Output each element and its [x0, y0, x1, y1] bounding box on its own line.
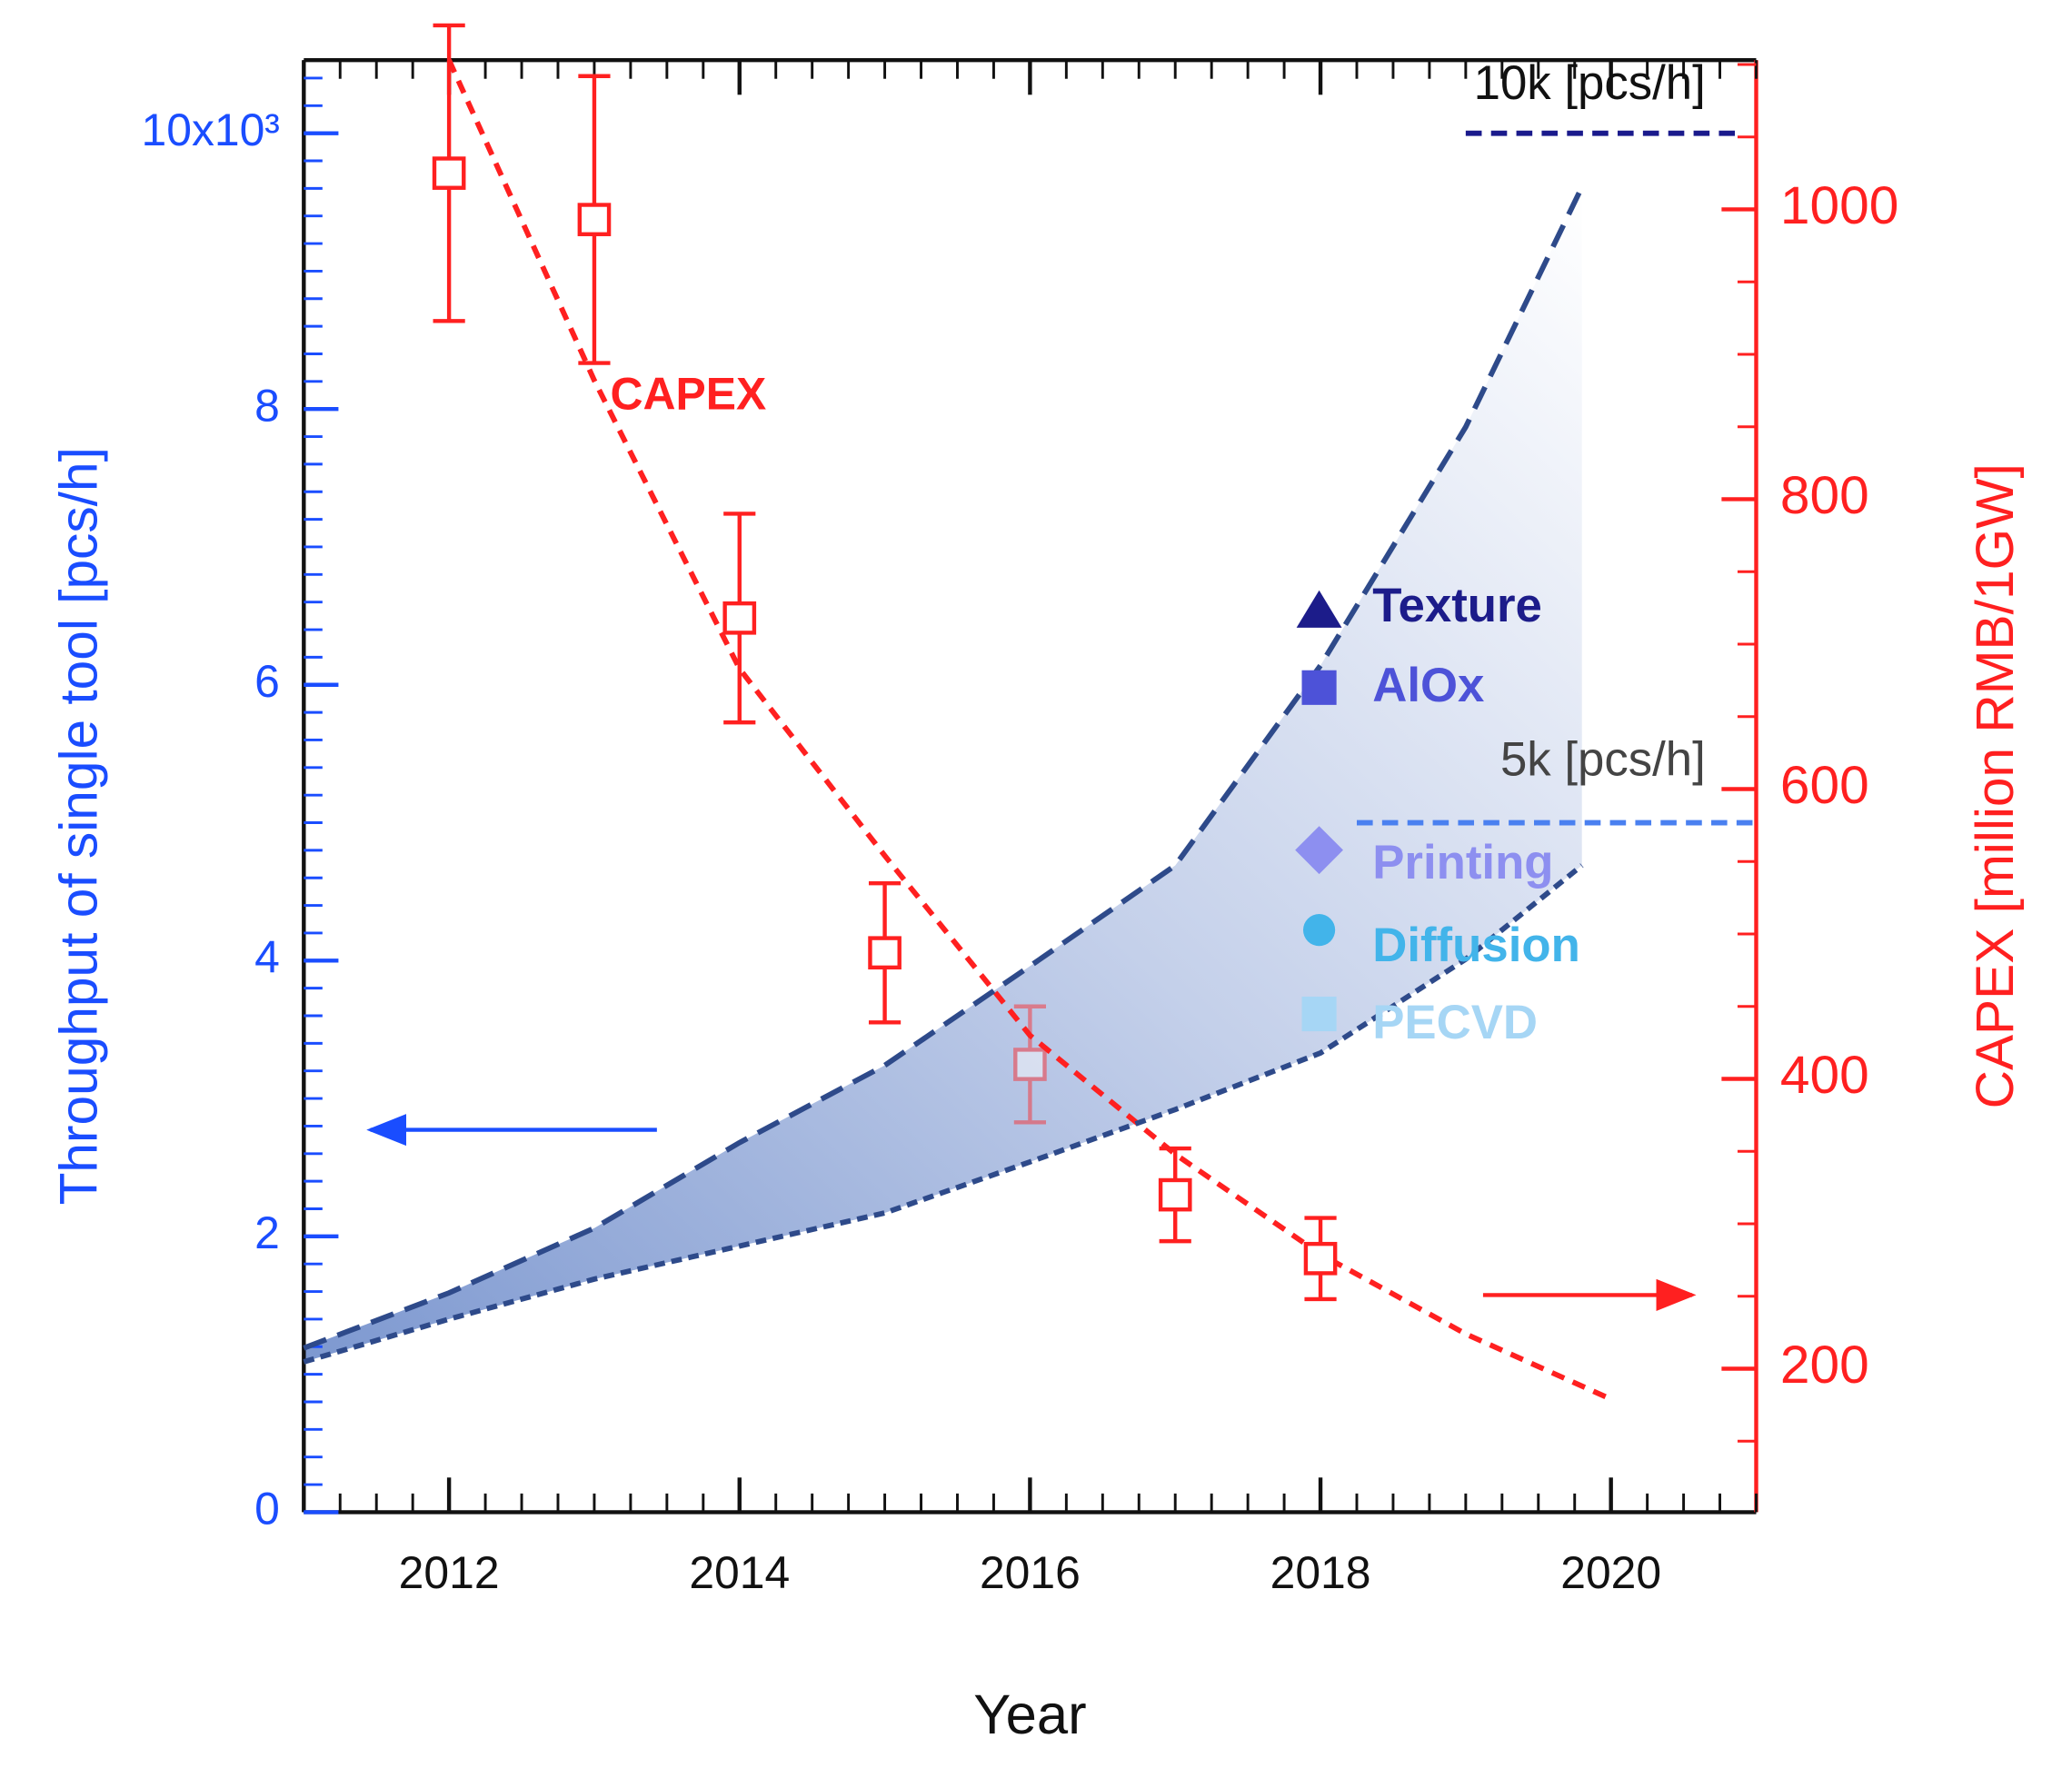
legend-marker	[1295, 826, 1343, 875]
capex-marker	[1013, 1048, 1047, 1081]
y2-tick-label: 1000	[1780, 176, 1898, 235]
capex-marker	[722, 601, 757, 635]
y2-tick-label: 800	[1780, 466, 1869, 525]
error-point	[868, 880, 902, 1025]
capex-marker	[577, 203, 612, 236]
capex-marker	[1158, 1177, 1192, 1212]
y2-tick-label: 400	[1780, 1046, 1869, 1105]
reference-label: 5k [pcs/h]	[1500, 732, 1706, 786]
legend-label: Diffusion	[1372, 919, 1580, 972]
legend-label: PECVD	[1372, 996, 1538, 1049]
x-tick-label: 2018	[1270, 1547, 1371, 1598]
x-axis-label: Year	[973, 1684, 1086, 1746]
series-line	[303, 863, 1584, 1365]
legend-marker	[1301, 996, 1337, 1032]
capex-marker	[432, 156, 466, 190]
x-tick-label: 2020	[1560, 1547, 1661, 1598]
legend-marker	[1301, 670, 1337, 705]
x-tick-label: 2014	[689, 1547, 790, 1598]
legend-marker	[1302, 914, 1336, 947]
capex-annotation: CAPEX	[611, 368, 767, 419]
y-tick-label: 4	[254, 931, 280, 982]
y2-tick-label: 600	[1780, 756, 1869, 815]
error-point	[1013, 1004, 1047, 1125]
x-tick-label: 2012	[399, 1547, 500, 1598]
y-axis-label: Throughput of single tool [pcs/h]	[49, 447, 108, 1205]
y-tick-label: 8	[254, 380, 280, 431]
error-point	[722, 512, 757, 725]
y2-axis-label: CAPEX [million RMB/1GW]	[1966, 463, 2025, 1108]
y2-tick-label: 200	[1780, 1336, 1869, 1395]
throughput-band	[304, 186, 1582, 1362]
capex-marker	[868, 936, 902, 970]
y-tick-label: 10x10³	[142, 104, 280, 155]
x-tick-label: 2016	[980, 1547, 1081, 1598]
legend-label: Printing	[1372, 836, 1553, 889]
reference-label: 10k [pcs/h]	[1474, 56, 1706, 110]
series-line	[446, 58, 1612, 1402]
y-tick-label: 6	[254, 656, 280, 707]
y-tick-label: 0	[254, 1484, 280, 1535]
error-point	[432, 23, 466, 323]
capex-marker	[1303, 1241, 1338, 1276]
error-point	[1158, 1146, 1192, 1244]
y-tick-label: 2	[254, 1207, 280, 1258]
error-point	[577, 74, 612, 365]
series-line	[303, 185, 1585, 1351]
error-point	[1303, 1216, 1338, 1302]
legend-label: AlOx	[1372, 659, 1484, 712]
legend-label: Texture	[1372, 579, 1542, 632]
legend-marker	[1296, 590, 1342, 628]
